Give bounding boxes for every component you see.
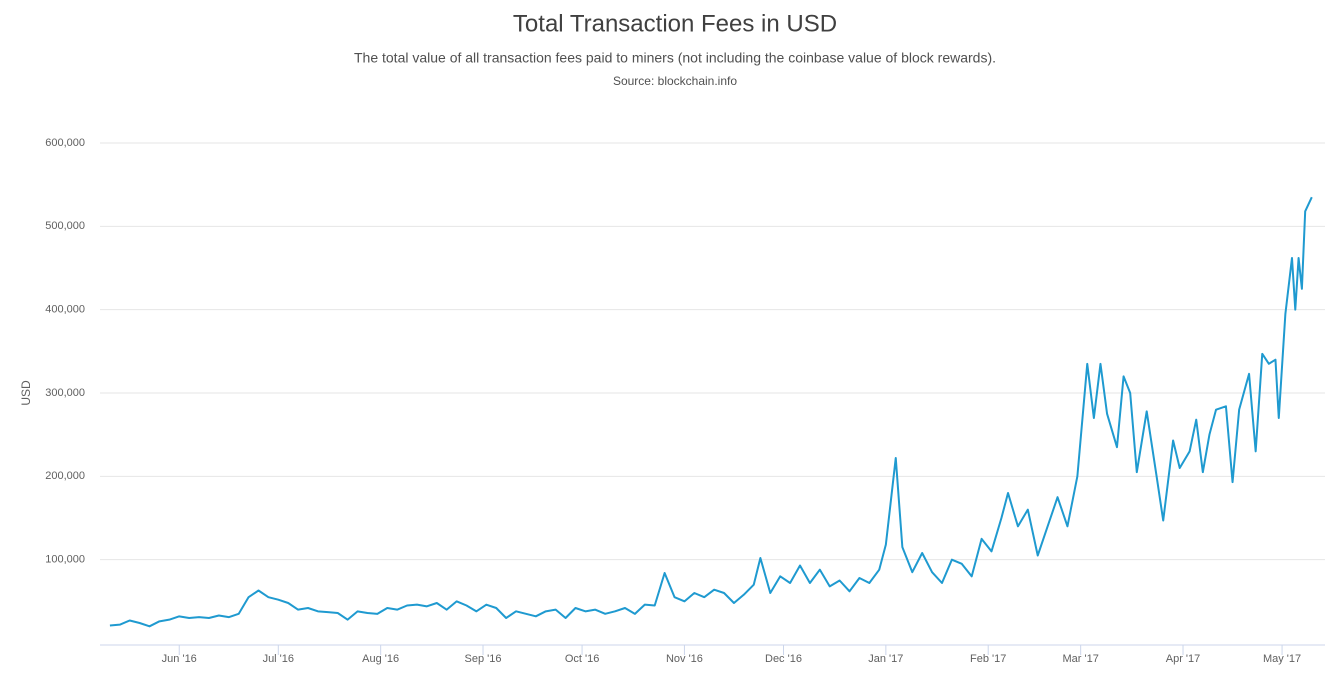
data-line: [109, 196, 1313, 628]
x-tick-label: May '17: [1263, 653, 1301, 665]
x-tick-label: Jan '17: [868, 653, 903, 665]
chart-source: Source: blockchain.info: [613, 74, 737, 88]
y-axis-label: USD: [19, 380, 33, 406]
x-tick-label: Apr '17: [1166, 653, 1201, 665]
x-tick-label: Nov '16: [666, 653, 703, 665]
x-tick-label: Mar '17: [1062, 653, 1098, 665]
chart-subtitle: The total value of all transaction fees …: [354, 50, 996, 66]
y-tick-label: 600,000: [45, 137, 85, 149]
y-tick-label: 500,000: [45, 220, 85, 232]
y-tick-label: 100,000: [45, 554, 85, 566]
x-tick-label: Aug '16: [362, 653, 399, 665]
chart-title: Total Transaction Fees in USD: [513, 10, 837, 37]
y-tick-label: 400,000: [45, 304, 85, 316]
x-tick-label: Feb '17: [970, 653, 1006, 665]
x-tick-label: Oct '16: [565, 653, 600, 665]
x-tick-label: Sep '16: [465, 653, 502, 665]
y-tick-label: 300,000: [45, 387, 85, 399]
y-tick-label: 200,000: [45, 470, 85, 482]
x-tick-label: Dec '16: [765, 653, 802, 665]
x-tick-label: Jun '16: [162, 653, 197, 665]
x-tick-label: Jul '16: [263, 653, 294, 665]
